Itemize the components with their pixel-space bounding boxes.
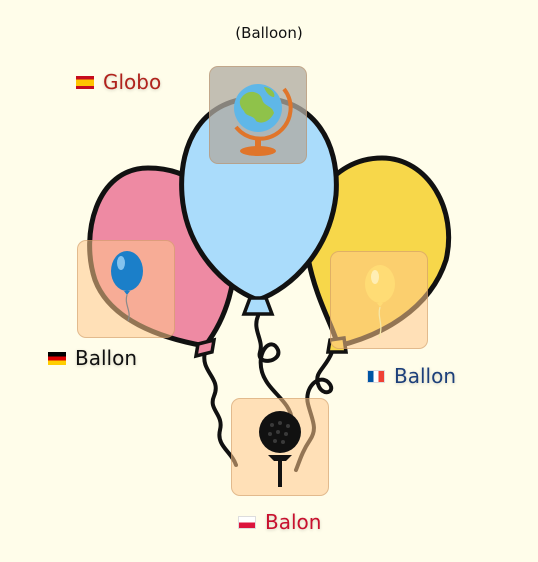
label-polish: Balon — [238, 510, 321, 534]
blue-balloon-string — [254, 314, 294, 422]
page-title: (Balloon) — [235, 24, 303, 42]
label-spanish-text: Globo — [103, 70, 162, 94]
pink-balloon-knot — [193, 337, 217, 359]
label-french: Ballon — [367, 364, 456, 388]
pink-balloon-string — [202, 350, 238, 467]
golf-ball-card — [231, 398, 329, 496]
france-flag-icon — [367, 369, 385, 383]
germany-flag-icon — [48, 351, 66, 365]
yellow-balloon-card — [330, 251, 428, 349]
globe-icon — [234, 84, 293, 156]
label-german-text: Ballon — [75, 346, 138, 370]
globe-card — [209, 66, 307, 164]
label-german: Ballon — [48, 346, 137, 370]
golf-ball-on-tee-icon — [259, 411, 301, 487]
spain-flag-icon — [76, 75, 94, 89]
blue-balloon-icon — [111, 251, 143, 322]
poland-flag-icon — [238, 515, 256, 529]
blue-balloon-card — [77, 240, 175, 338]
blue-balloon-knot — [241, 296, 275, 316]
yellow-balloon-icon — [365, 265, 395, 339]
label-polish-text: Balon — [265, 510, 322, 534]
label-french-text: Ballon — [394, 364, 457, 388]
label-spanish: Globo — [76, 70, 161, 94]
